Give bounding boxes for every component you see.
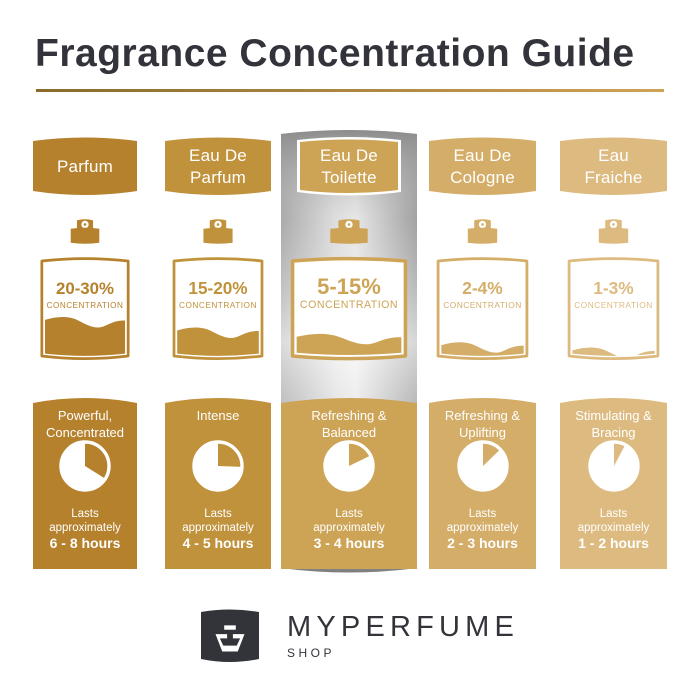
svg-text:2-4%: 2-4% <box>462 278 502 298</box>
svg-text:CONCENTRATION: CONCENTRATION <box>179 301 257 310</box>
svg-text:CONCENTRATION: CONCENTRATION <box>47 301 124 310</box>
svg-text:CONCENTRATION: CONCENTRATION <box>574 300 653 310</box>
svg-text:5-15%: 5-15% <box>317 274 381 299</box>
svg-text:15-20%: 15-20% <box>188 278 247 298</box>
svg-text:1-3%: 1-3% <box>593 278 633 298</box>
svg-text:CONCENTRATION: CONCENTRATION <box>443 300 522 310</box>
svg-text:20-30%: 20-30% <box>56 279 114 298</box>
svg-text:CONCENTRATION: CONCENTRATION <box>300 299 398 311</box>
